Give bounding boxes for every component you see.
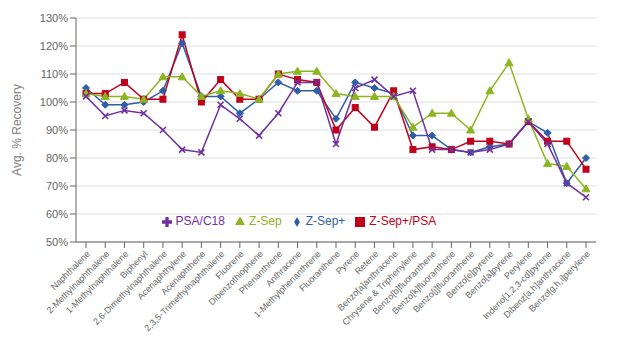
svg-text:Benzo[a]anthracene: Benzo[a]anthracene	[335, 248, 400, 313]
svg-text:Dibenz[a,h]anthracene: Dibenz[a,h]anthracene	[501, 248, 573, 320]
svg-text:Benzo[b]fluoranthene: Benzo[b]fluoranthene	[370, 248, 439, 317]
svg-text:80%: 80%	[46, 152, 68, 164]
svg-text:130%: 130%	[40, 12, 68, 24]
svg-text:1-Methylnaphthalene: 1-Methylnaphthalene	[64, 249, 131, 316]
svg-text:Fluoranthene: Fluoranthene	[297, 248, 342, 294]
svg-text:Benzo[e]pyrene: Benzo[e]pyrene	[444, 248, 496, 301]
html-text:Z-Sep: Z-Sep	[249, 214, 282, 228]
svg-text:2-Methylnaphthalene: 2-Methylnaphthalene	[44, 248, 112, 316]
svg-text:Phenanthrene: Phenanthrene	[237, 248, 285, 296]
svg-text:Retene: Retene	[352, 248, 381, 277]
svg-text:Benzo[j]fluoranthene: Benzo[j]fluoranthene	[411, 248, 477, 315]
svg-text:1-Methylphenanthrene: 1-Methylphenanthrene	[251, 248, 323, 320]
svg-text:Fluorene: Fluorene	[213, 248, 246, 282]
svg-text:100%: 100%	[40, 96, 68, 108]
svg-text:60%: 60%	[46, 208, 68, 220]
svg-text:Benzo[a]pyrene: Benzo[a]pyrene	[463, 248, 515, 301]
html-text:Z-Sep+: Z-Sep+	[305, 214, 346, 228]
svg-text:Acenaphthene: Acenaphthene	[159, 248, 208, 297]
svg-text:Dibenzothiophene: Dibenzothiophene	[206, 248, 265, 308]
svg-text:Biphenyl: Biphenyl	[118, 248, 150, 281]
svg-text:Perylene: Perylene	[502, 248, 535, 282]
svg-text:2,3,5-Trimethylnaphthalene: 2,3,5-Trimethylnaphthalene	[142, 249, 226, 333]
svg-text:Chrysene & Triphenylene: Chrysene & Triphenylene	[340, 249, 419, 328]
svg-text:Naphthalene: Naphthalene	[48, 248, 92, 292]
svg-text:70%: 70%	[46, 180, 68, 192]
svg-text:Acenaphthylene: Acenaphthylene	[135, 248, 189, 302]
svg-text:Avg. % Recovery: Avg. % Recovery	[10, 84, 24, 176]
svg-text:Benzo[g,h,i]perylene: Benzo[g,h,i]perylene	[527, 249, 592, 314]
svg-text:Anthracene: Anthracene	[263, 248, 304, 289]
svg-text:Benzo[k]fluoranthene: Benzo[k]fluoranthene	[390, 248, 458, 317]
svg-text:Indeno[1,2,3-cd]pyrene: Indeno[1,2,3-cd]pyrene	[480, 248, 554, 322]
svg-text:90%: 90%	[46, 124, 68, 136]
html-text:Z-Sep+/PSA: Z-Sep+/PSA	[369, 214, 437, 228]
html-text:PSA/C18: PSA/C18	[175, 214, 225, 228]
svg-text:2,6-Dimethylnaphthalene: 2,6-Dimethylnaphthalene	[91, 248, 169, 327]
svg-text:Pyrene: Pyrene	[333, 248, 362, 277]
svg-text:110%: 110%	[41, 68, 69, 80]
svg-text:50%: 50%	[46, 236, 68, 248]
svg-text:120%: 120%	[40, 40, 68, 52]
